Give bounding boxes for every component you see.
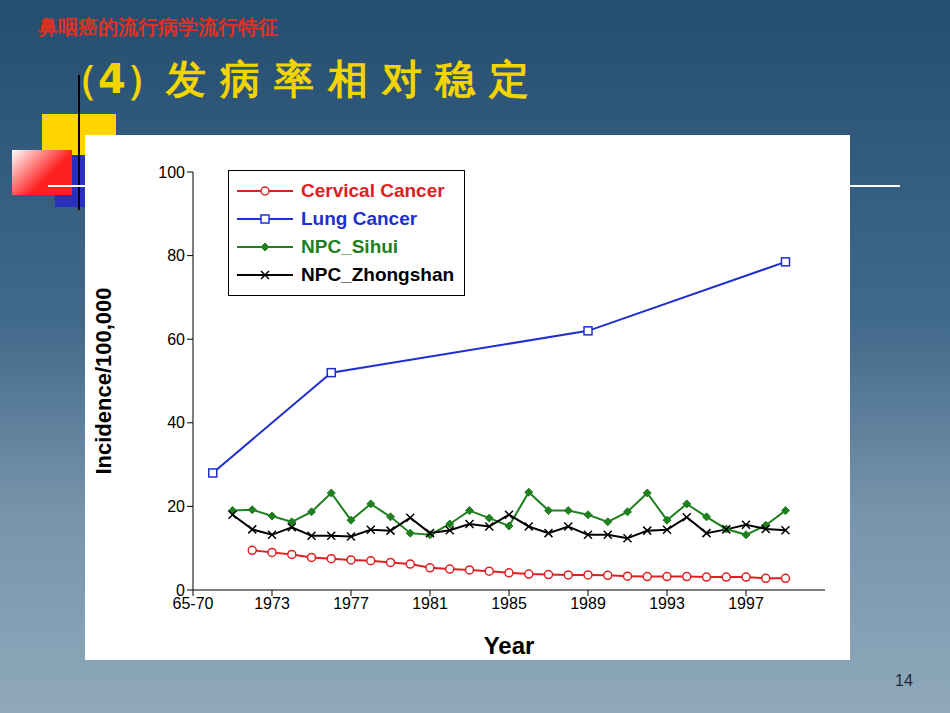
html-text:（4）发 病 率 相 对 稳 定: （4）发 病 率 相 对 稳 定 [58,56,530,102]
html-text:鼻咽癌的流行病学流行特征: 鼻咽癌的流行病学流行特征 [38,15,278,39]
svg-text:1997: 1997 [728,595,764,612]
svg-text:60: 60 [167,331,185,348]
svg-text:1973: 1973 [254,595,290,612]
svg-text:Year: Year [484,632,535,659]
svg-text:1985: 1985 [491,595,527,612]
html-text:14: 14 [895,672,913,689]
html-text:Cervical Cancer: Cervical Cancer [301,180,445,201]
svg-text:1989: 1989 [570,595,606,612]
html-text:NPC_Zhongshan: NPC_Zhongshan [301,264,455,285]
svg-text:0: 0 [176,582,185,599]
svg-text:Incidence/100,000: Incidence/100,000 [91,287,116,474]
html-text:Lung Cancer: Lung Cancer [301,208,418,229]
svg-text:1993: 1993 [649,595,685,612]
svg-text:40: 40 [167,414,185,431]
svg-text:80: 80 [167,247,185,264]
svg-text:20: 20 [167,498,185,515]
svg-text:1981: 1981 [412,595,448,612]
svg-text:1977: 1977 [333,595,369,612]
html-text:NPC_Sihui: NPC_Sihui [301,236,399,257]
svg-text:65-70: 65-70 [172,595,214,613]
svg-text:100: 100 [158,164,185,181]
